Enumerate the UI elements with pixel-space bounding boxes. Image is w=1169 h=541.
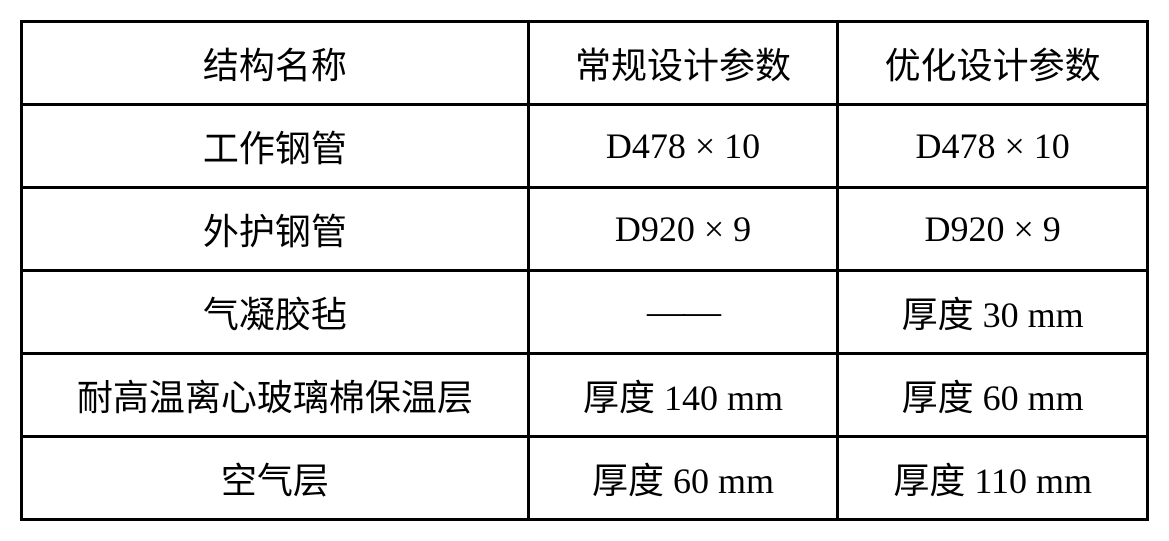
table-row: 外护钢管 D920 × 9 D920 × 9: [22, 188, 1148, 271]
table-row: 气凝胶毡 —— 厚度 30 mm: [22, 271, 1148, 354]
cell-optimized: 厚度 110 mm: [838, 437, 1148, 520]
cell-conventional: 厚度 140 mm: [528, 354, 838, 437]
cell-optimized: 厚度 30 mm: [838, 271, 1148, 354]
col-header-name: 结构名称: [22, 22, 529, 105]
cell-name: 耐高温离心玻璃棉保温层: [22, 354, 529, 437]
cell-optimized: 厚度 60 mm: [838, 354, 1148, 437]
cell-conventional: D920 × 9: [528, 188, 838, 271]
table-wrapper: 结构名称 常规设计参数 优化设计参数 工作钢管 D478 × 10 D478 ×…: [20, 20, 1149, 521]
cell-conventional: 厚度 60 mm: [528, 437, 838, 520]
table-row: 耐高温离心玻璃棉保温层 厚度 140 mm 厚度 60 mm: [22, 354, 1148, 437]
table-header-row: 结构名称 常规设计参数 优化设计参数: [22, 22, 1148, 105]
col-header-conventional: 常规设计参数: [528, 22, 838, 105]
cell-name: 工作钢管: [22, 105, 529, 188]
table-row: 工作钢管 D478 × 10 D478 × 10: [22, 105, 1148, 188]
col-header-optimized: 优化设计参数: [838, 22, 1148, 105]
cell-name: 气凝胶毡: [22, 271, 529, 354]
cell-name: 外护钢管: [22, 188, 529, 271]
cell-optimized: D920 × 9: [838, 188, 1148, 271]
cell-optimized: D478 × 10: [838, 105, 1148, 188]
design-params-table: 结构名称 常规设计参数 优化设计参数 工作钢管 D478 × 10 D478 ×…: [20, 20, 1149, 521]
table-row: 空气层 厚度 60 mm 厚度 110 mm: [22, 437, 1148, 520]
cell-conventional: ——: [528, 271, 838, 354]
cell-conventional: D478 × 10: [528, 105, 838, 188]
cell-name: 空气层: [22, 437, 529, 520]
